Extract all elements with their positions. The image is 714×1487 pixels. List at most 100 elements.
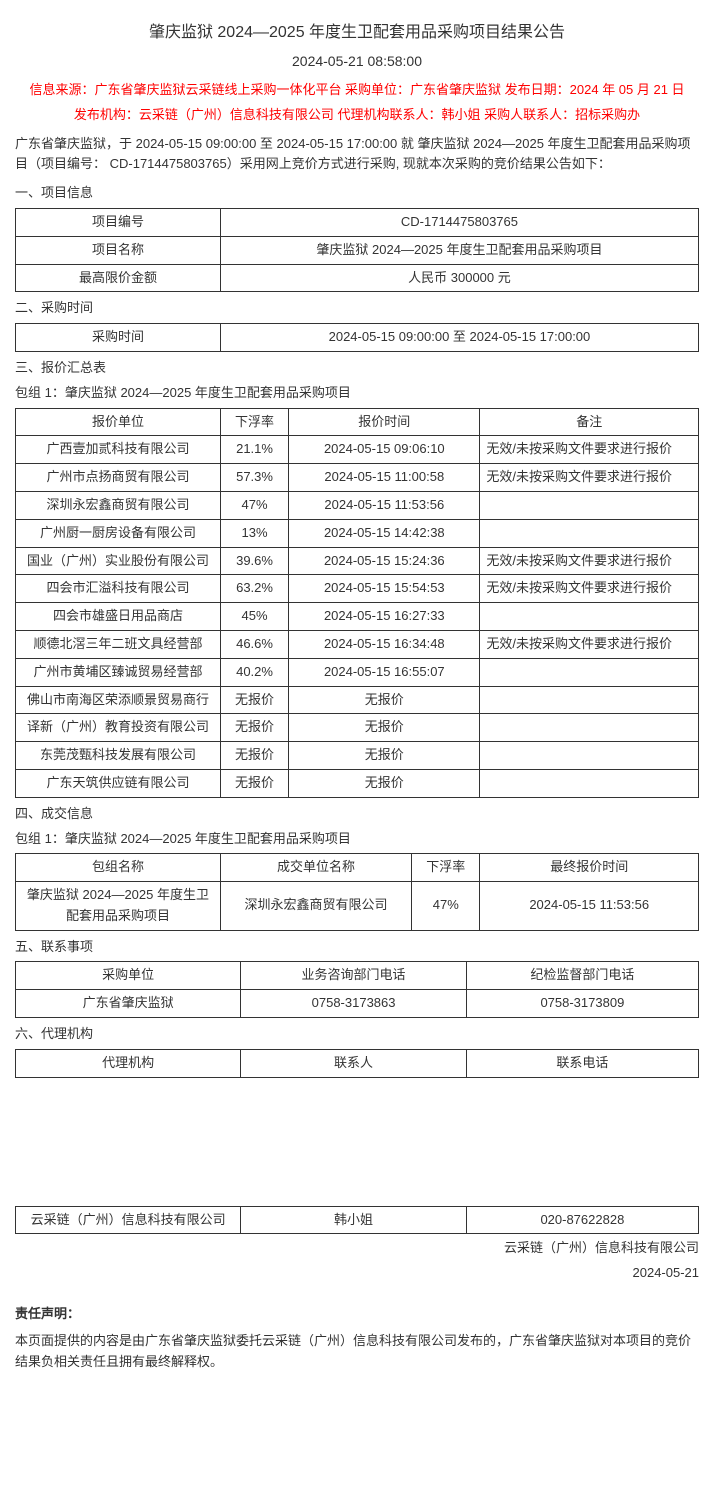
cell-time: 无报价	[289, 714, 480, 742]
table-row: 广西壹加贰科技有限公司21.1%2024-05-15 09:06:10无效/未按…	[16, 436, 699, 464]
col-note: 备注	[480, 408, 699, 436]
table-row: 采购时间 2024-05-15 09:00:00 至 2024-05-15 17…	[16, 324, 699, 352]
cell-value: CD-1714475803765	[220, 208, 698, 236]
source-info-line1: 信息来源：广东省肇庆监狱云采链线上采购一体化平台 采购单位：广东省肇庆监狱 发布…	[15, 80, 699, 101]
cell-rate: 21.1%	[220, 436, 288, 464]
col-unit: 报价单位	[16, 408, 221, 436]
cell-note	[480, 686, 699, 714]
cell-unit: 广西壹加贰科技有限公司	[16, 436, 221, 464]
cell-unit: 四会市汇溢科技有限公司	[16, 575, 221, 603]
cell-unit: 顺德北滘三年二班文具经营部	[16, 630, 221, 658]
cell-label: 最高限价金额	[16, 264, 221, 292]
page-break-gap	[15, 1082, 699, 1202]
source-info-line2: 发布机构：云采链（广州）信息科技有限公司 代理机构联系人：韩小姐 采购人联系人：…	[15, 105, 699, 126]
cell-unit: 广州厨一厨房设备有限公司	[16, 519, 221, 547]
cell-note	[480, 769, 699, 797]
cell-rate: 39.6%	[220, 547, 288, 575]
cell-note	[480, 714, 699, 742]
table-header-row: 代理机构 联系人 联系电话	[16, 1049, 699, 1077]
cell-time: 2024-05-15 16:34:48	[289, 630, 480, 658]
cell-phone2: 0758-3173809	[466, 990, 698, 1018]
table-row: 广东天筑供应链有限公司无报价无报价	[16, 769, 699, 797]
cell-time: 2024-05-15 15:24:36	[289, 547, 480, 575]
cell-rate: 40.2%	[220, 658, 288, 686]
col-org: 代理机构	[16, 1049, 241, 1077]
section4-header: 四、成交信息	[15, 804, 699, 825]
cell-unit: 深圳永宏鑫商贸有限公司	[16, 491, 221, 519]
publish-datetime: 2024-05-21 08:58:00	[15, 50, 699, 72]
table-row: 肇庆监狱 2024—2025 年度生卫配套用品采购项目 深圳永宏鑫商贸有限公司 …	[16, 882, 699, 931]
table-row: 最高限价金额 人民币 300000 元	[16, 264, 699, 292]
section1-header: 一、项目信息	[15, 183, 699, 204]
cell-rate: 47%	[220, 491, 288, 519]
table-row: 四会市雄盛日用品商店45%2024-05-15 16:27:33	[16, 603, 699, 631]
col-rate: 下浮率	[220, 408, 288, 436]
cell-time: 无报价	[289, 769, 480, 797]
table-row: 广州市黄埔区臻诚贸易经营部40.2%2024-05-15 16:55:07	[16, 658, 699, 686]
cell-rate: 13%	[220, 519, 288, 547]
cell-rate: 46.6%	[220, 630, 288, 658]
section6-header: 六、代理机构	[15, 1024, 699, 1045]
footer-date: 2024-05-21	[15, 1263, 699, 1284]
cell-time: 无报价	[289, 686, 480, 714]
table-row: 译新（广州）教育投资有限公司无报价无报价	[16, 714, 699, 742]
cell-time: 2024-05-15 16:27:33	[289, 603, 480, 631]
cell-note	[480, 658, 699, 686]
cell-unit: 国业（广州）实业股份有限公司	[16, 547, 221, 575]
cell-rate: 45%	[220, 603, 288, 631]
cell-value: 人民币 300000 元	[220, 264, 698, 292]
page-title: 肇庆监狱 2024—2025 年度生卫配套用品采购项目结果公告	[15, 20, 699, 46]
cell-time: 2024-05-15 11:00:58	[289, 464, 480, 492]
table-row: 广州厨一厨房设备有限公司13%2024-05-15 14:42:38	[16, 519, 699, 547]
cell-org: 云采链（广州）信息科技有限公司	[16, 1206, 241, 1234]
agency-table-body: 云采链（广州）信息科技有限公司 韩小姐 020-87622828	[15, 1206, 699, 1235]
col-pkg: 包组名称	[16, 854, 221, 882]
cell-note	[480, 603, 699, 631]
col-time: 报价时间	[289, 408, 480, 436]
cell-time: 2024-05-15 16:55:07	[289, 658, 480, 686]
section4-subgroup: 包组 1：肇庆监狱 2024—2025 年度生卫配套用品采购项目	[15, 829, 699, 850]
col-unit: 成交单位名称	[220, 854, 411, 882]
deal-info-table: 包组名称 成交单位名称 下浮率 最终报价时间 肇庆监狱 2024—2025 年度…	[15, 853, 699, 930]
col-phone1: 业务咨询部门电话	[241, 962, 466, 990]
cell-unit: 广东省肇庆监狱	[16, 990, 241, 1018]
cell-time: 2024-05-15 11:53:56	[480, 882, 699, 931]
cell-note: 无效/未按采购文件要求进行报价	[480, 464, 699, 492]
cell-note	[480, 491, 699, 519]
cell-rate: 63.2%	[220, 575, 288, 603]
cell-unit: 深圳永宏鑫商贸有限公司	[220, 882, 411, 931]
disclaimer-title: 责任声明：	[15, 1304, 699, 1325]
procurement-time-table: 采购时间 2024-05-15 09:00:00 至 2024-05-15 17…	[15, 323, 699, 352]
table-header-row: 报价单位 下浮率 报价时间 备注	[16, 408, 699, 436]
table-row: 云采链（广州）信息科技有限公司 韩小姐 020-87622828	[16, 1206, 699, 1234]
cell-label: 采购时间	[16, 324, 221, 352]
cell-rate: 无报价	[220, 769, 288, 797]
table-row: 顺德北滘三年二班文具经营部46.6%2024-05-15 16:34:48无效/…	[16, 630, 699, 658]
cell-time: 无报价	[289, 742, 480, 770]
cell-time: 2024-05-15 15:54:53	[289, 575, 480, 603]
table-row: 深圳永宏鑫商贸有限公司47%2024-05-15 11:53:56	[16, 491, 699, 519]
cell-note	[480, 742, 699, 770]
col-rate: 下浮率	[412, 854, 480, 882]
col-phone: 联系电话	[466, 1049, 698, 1077]
section3-header: 三、报价汇总表	[15, 358, 699, 379]
cell-rate: 47%	[412, 882, 480, 931]
cell-unit: 译新（广州）教育投资有限公司	[16, 714, 221, 742]
section3-subgroup: 包组 1：肇庆监狱 2024—2025 年度生卫配套用品采购项目	[15, 383, 699, 404]
cell-phone1: 0758-3173863	[241, 990, 466, 1018]
cell-label: 项目编号	[16, 208, 221, 236]
section2-header: 二、采购时间	[15, 298, 699, 319]
cell-rate: 57.3%	[220, 464, 288, 492]
intro-paragraph: 广东省肇庆监狱，于 2024-05-15 09:00:00 至 2024-05-…	[15, 134, 699, 176]
col-time: 最终报价时间	[480, 854, 699, 882]
cell-note: 无效/未按采购文件要求进行报价	[480, 630, 699, 658]
cell-label: 项目名称	[16, 236, 221, 264]
table-row: 国业（广州）实业股份有限公司39.6%2024-05-15 15:24:36无效…	[16, 547, 699, 575]
table-header-row: 包组名称 成交单位名称 下浮率 最终报价时间	[16, 854, 699, 882]
table-row: 广州市点扬商贸有限公司57.3%2024-05-15 11:00:58无效/未按…	[16, 464, 699, 492]
cell-rate: 无报价	[220, 686, 288, 714]
cell-note: 无效/未按采购文件要求进行报价	[480, 547, 699, 575]
cell-rate: 无报价	[220, 714, 288, 742]
table-row: 四会市汇溢科技有限公司63.2%2024-05-15 15:54:53无效/未按…	[16, 575, 699, 603]
footer-org: 云采链（广州）信息科技有限公司	[15, 1238, 699, 1259]
